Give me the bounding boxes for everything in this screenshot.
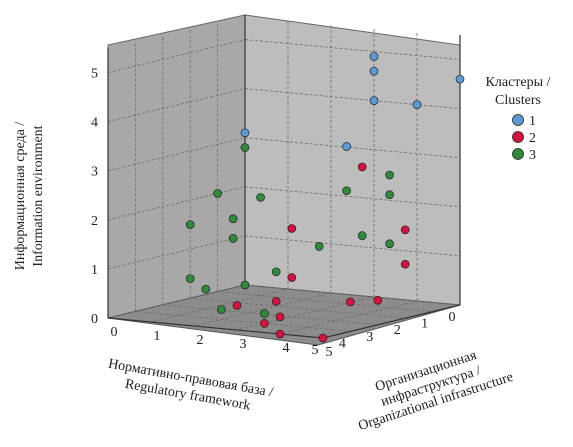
- x-front-edge: [107, 317, 324, 339]
- legend-marker-3: [512, 148, 524, 160]
- data-point-cluster-3: [385, 170, 394, 180]
- data-point-cluster-3: [314, 242, 324, 251]
- data-point-cluster-3: [240, 280, 250, 290]
- data-point-cluster-1: [412, 100, 422, 109]
- data-point-cluster-3: [185, 274, 195, 283]
- z-axis-label-line2: Information environment: [31, 125, 46, 266]
- z-axis-label-line1: Информационная среда /: [13, 122, 28, 271]
- data-point-cluster-2: [400, 259, 410, 269]
- data-point-cluster-2: [318, 333, 328, 343]
- z-tick-label: 2: [91, 214, 98, 229]
- data-point-cluster-3: [185, 220, 195, 229]
- legend-title-line2: Clusters: [495, 93, 541, 108]
- data-point-cluster-3: [240, 143, 250, 152]
- data-point-cluster-3: [228, 234, 238, 243]
- back-wall-right: [244, 14, 461, 306]
- left-wall-grid-z: [107, 39, 246, 73]
- right-wall-grid-z: [244, 39, 461, 60]
- data-point-cluster-2: [275, 312, 285, 322]
- legend-marker-2: [512, 131, 524, 143]
- floor-grid-y: [150, 288, 289, 323]
- data-point-cluster-1: [369, 52, 379, 61]
- z-tick-label: 1: [91, 263, 98, 278]
- data-point-cluster-2: [400, 225, 410, 235]
- data-point-cluster-3: [357, 231, 367, 241]
- z-tick-label: 4: [91, 116, 98, 131]
- z-tick-label: 3: [91, 165, 98, 180]
- x-axis-label: Нормативно-правовая база / Regulatory fr…: [107, 357, 274, 414]
- floor-grid-x: [244, 284, 461, 306]
- left-wall-grid-z: [107, 186, 246, 221]
- floor-grid-x: [190, 297, 406, 319]
- data-point-cluster-3: [385, 190, 394, 200]
- data-point-cluster-1: [342, 142, 351, 151]
- y-tick-label: 0: [111, 325, 118, 340]
- data-point-cluster-1: [369, 66, 379, 76]
- z-tick-label: 0: [91, 312, 98, 327]
- y-tick-label: 4: [283, 341, 290, 356]
- y-tick-label: 1: [154, 329, 161, 344]
- floor-grid-y: [236, 296, 375, 331]
- legend-title-line1: Кластеры /: [486, 75, 551, 90]
- legend-label-3: 3: [529, 148, 536, 163]
- y-front-edge: [322, 304, 461, 339]
- right-wall-grid-z: [244, 137, 461, 159]
- data-point-cluster-3: [213, 189, 222, 198]
- back-wall-left: [107, 14, 246, 319]
- floor-grid-x: [217, 291, 433, 312]
- y-tick-label: 3: [240, 337, 247, 352]
- data-point-cluster-3: [385, 239, 394, 249]
- floor-grid-y: [193, 292, 332, 327]
- x-tick-label: 5: [312, 343, 319, 358]
- data-point-cluster-3: [260, 309, 269, 318]
- data-point-cluster-1: [240, 128, 250, 138]
- data-point-cluster-1: [455, 74, 465, 84]
- data-points: [185, 52, 465, 343]
- right-wall-grid-z: [244, 186, 461, 208]
- y-tick-label: 2: [197, 333, 204, 348]
- left-wall-grid-z: [107, 235, 246, 270]
- data-point-cluster-2: [232, 301, 242, 310]
- data-point-cluster-3: [271, 267, 281, 277]
- floor-grid-x: [135, 311, 351, 332]
- data-point-cluster-2: [287, 273, 297, 282]
- x-tick-label: 3: [366, 330, 373, 345]
- legend-items: 1 2 3: [512, 114, 536, 163]
- x-tick-label: 1: [421, 317, 428, 332]
- legend-label-2: 2: [529, 131, 536, 146]
- data-point-cluster-2: [275, 329, 285, 339]
- legend-label-1: 1: [529, 114, 536, 129]
- data-point-cluster-3: [228, 214, 238, 224]
- data-point-cluster-2: [346, 297, 355, 307]
- data-point-cluster-2: [357, 162, 367, 172]
- right-wall-grid-z: [244, 235, 461, 257]
- legend: Кластеры / Clusters 1 2 3: [486, 75, 551, 163]
- left-wall-grid-z: [107, 88, 246, 123]
- y-tick-label: 5: [326, 345, 333, 360]
- data-point-cluster-3: [342, 186, 351, 196]
- floor-grid-x: [162, 304, 378, 326]
- data-point-cluster-3: [217, 305, 226, 314]
- data-point-cluster-3: [201, 284, 211, 294]
- data-point-cluster-2: [287, 224, 297, 233]
- data-point-cluster-2: [373, 295, 383, 305]
- x-tick-label: 4: [339, 336, 346, 351]
- y-axis-label: Организационная инфраструктура / Organiz…: [357, 348, 516, 434]
- z-tick-label: 5: [91, 67, 98, 82]
- data-point-cluster-3: [256, 193, 265, 202]
- floor-grid-y: [279, 300, 418, 335]
- z-axis-label: Информационная среда / Information envir…: [13, 122, 46, 271]
- legend-marker-1: [512, 114, 524, 126]
- data-point-cluster-2: [271, 296, 281, 306]
- x-tick-label: 0: [449, 310, 456, 325]
- data-point-cluster-2: [260, 319, 269, 328]
- x-tick-label: 2: [394, 323, 401, 338]
- left-wall-grid-z: [107, 137, 246, 172]
- right-wall-grid-z: [244, 88, 461, 110]
- data-point-cluster-1: [369, 96, 379, 105]
- floor-grid-y: [107, 284, 246, 319]
